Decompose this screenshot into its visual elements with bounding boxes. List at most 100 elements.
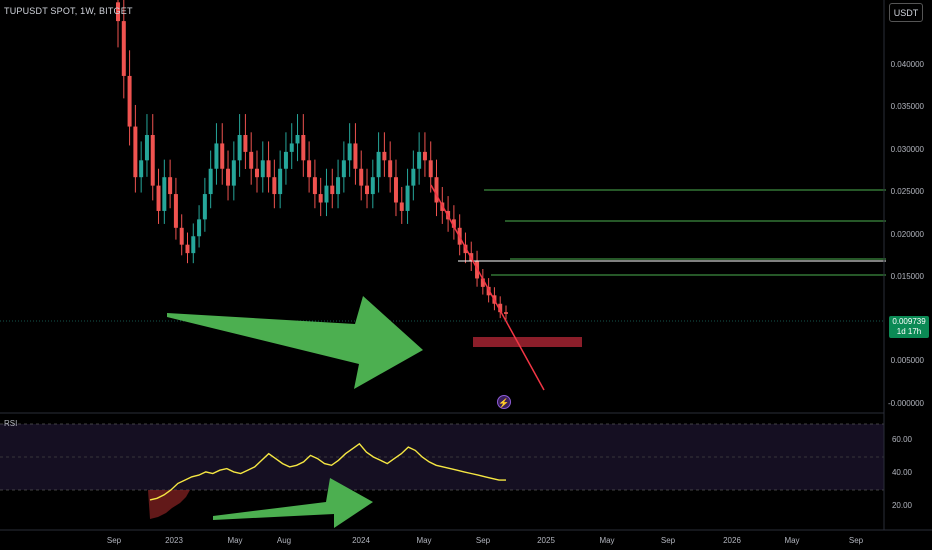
green-arrow-rsi (213, 478, 373, 528)
candle-body (220, 143, 225, 169)
rsi-tick: 20.00 (891, 501, 912, 510)
candle-body (405, 185, 410, 211)
downtrend-line[interactable] (430, 184, 545, 391)
candle-body (168, 177, 173, 195)
candle-body (202, 194, 207, 220)
price-tick: 0.040000 (890, 60, 924, 69)
candle-body (341, 160, 346, 178)
candle-body (208, 168, 213, 195)
time-tick: May (599, 536, 615, 545)
time-tick: 2025 (537, 536, 555, 545)
candle-body (214, 143, 219, 169)
price-tick: 0.005000 (890, 356, 924, 365)
candle-body (162, 177, 167, 211)
candle-body (278, 168, 283, 195)
candle-body (359, 168, 364, 186)
candle-body (498, 303, 503, 313)
candle-body (295, 135, 300, 144)
price-tick: -0.000000 (887, 399, 924, 408)
candle-body (133, 126, 138, 178)
candle-body (301, 135, 306, 161)
candle-body (411, 168, 416, 186)
time-tick: 2026 (723, 536, 741, 545)
currency-button[interactable]: USDT (889, 3, 923, 22)
price-tick: 0.020000 (890, 230, 924, 239)
candle-body (307, 160, 312, 178)
symbol-title[interactable]: TUPUSDT SPOT, 1W, BITGET (4, 6, 133, 16)
candle-body (480, 278, 485, 287)
last-price-label: 0.009739 1d 17h (889, 316, 929, 338)
candle-body (179, 227, 184, 245)
candle-body (451, 219, 456, 228)
oversold-fill (148, 490, 190, 519)
support-zone[interactable] (473, 337, 582, 347)
rsi-tick: 40.00 (891, 468, 912, 477)
candle-body (283, 151, 288, 169)
candle-body (260, 160, 265, 178)
price-tick: 0.025000 (890, 187, 924, 196)
time-tick: 2023 (165, 536, 183, 545)
rsi-band (0, 424, 884, 490)
candle-body (237, 135, 242, 161)
candle-body (336, 177, 341, 195)
candle-body (254, 168, 259, 178)
time-tick: Aug (276, 536, 292, 545)
candle-body (434, 177, 439, 203)
candle-body (370, 177, 375, 195)
candle-body (417, 151, 422, 169)
bar-countdown: 1d 17h (896, 327, 922, 336)
candle-body (382, 151, 387, 161)
candle-body (393, 177, 398, 203)
time-tick: Sep (848, 536, 864, 545)
time-tick: May (227, 536, 243, 545)
candle-body (318, 194, 323, 203)
candle-body (347, 143, 352, 161)
candle-body (231, 160, 236, 186)
candle-body (116, 2, 120, 22)
candle-body (150, 135, 155, 186)
time-tick: Sep (106, 536, 122, 545)
last-price-value: 0.009739 (892, 317, 926, 326)
rsi-indicator-label[interactable]: RSI (4, 419, 18, 428)
candle-body (312, 177, 317, 195)
candle-body (266, 160, 271, 178)
candle-body (353, 143, 358, 169)
candlestick-series (116, 0, 508, 320)
candle-body (330, 185, 335, 195)
candle-body (144, 135, 149, 161)
candle-body (185, 244, 190, 254)
lightning-icon[interactable]: ⚡ (497, 395, 511, 409)
candle-body (324, 185, 329, 203)
candle-body (139, 160, 144, 178)
candle-body (226, 168, 231, 186)
candle-body (365, 185, 370, 195)
candle-body (422, 151, 427, 161)
price-tick: 0.030000 (890, 145, 924, 154)
candle-body (197, 219, 202, 237)
candle-body (388, 160, 393, 178)
candle-body (249, 151, 254, 169)
candle-body (156, 185, 161, 211)
candle-body (243, 135, 248, 152)
candle-body (289, 143, 294, 152)
rsi-line (149, 442, 506, 501)
price-tick: 0.015000 (890, 272, 924, 281)
candle-body (191, 236, 196, 254)
candle-body (121, 21, 126, 76)
time-tick: May (416, 536, 432, 545)
rsi-tick: 60.00 (891, 435, 912, 444)
time-tick: Sep (660, 536, 676, 545)
candle-body (173, 194, 178, 228)
candle-body (504, 312, 508, 314)
candle-body (272, 177, 277, 195)
candle-body (428, 160, 433, 178)
time-tick: 2024 (352, 536, 370, 545)
candle-body (399, 202, 404, 211)
candle-body (376, 151, 381, 178)
time-tick: Sep (475, 536, 491, 545)
price-tick: 0.035000 (890, 102, 924, 111)
candle-body (127, 75, 132, 127)
time-tick: May (784, 536, 800, 545)
green-arrow (167, 296, 423, 389)
